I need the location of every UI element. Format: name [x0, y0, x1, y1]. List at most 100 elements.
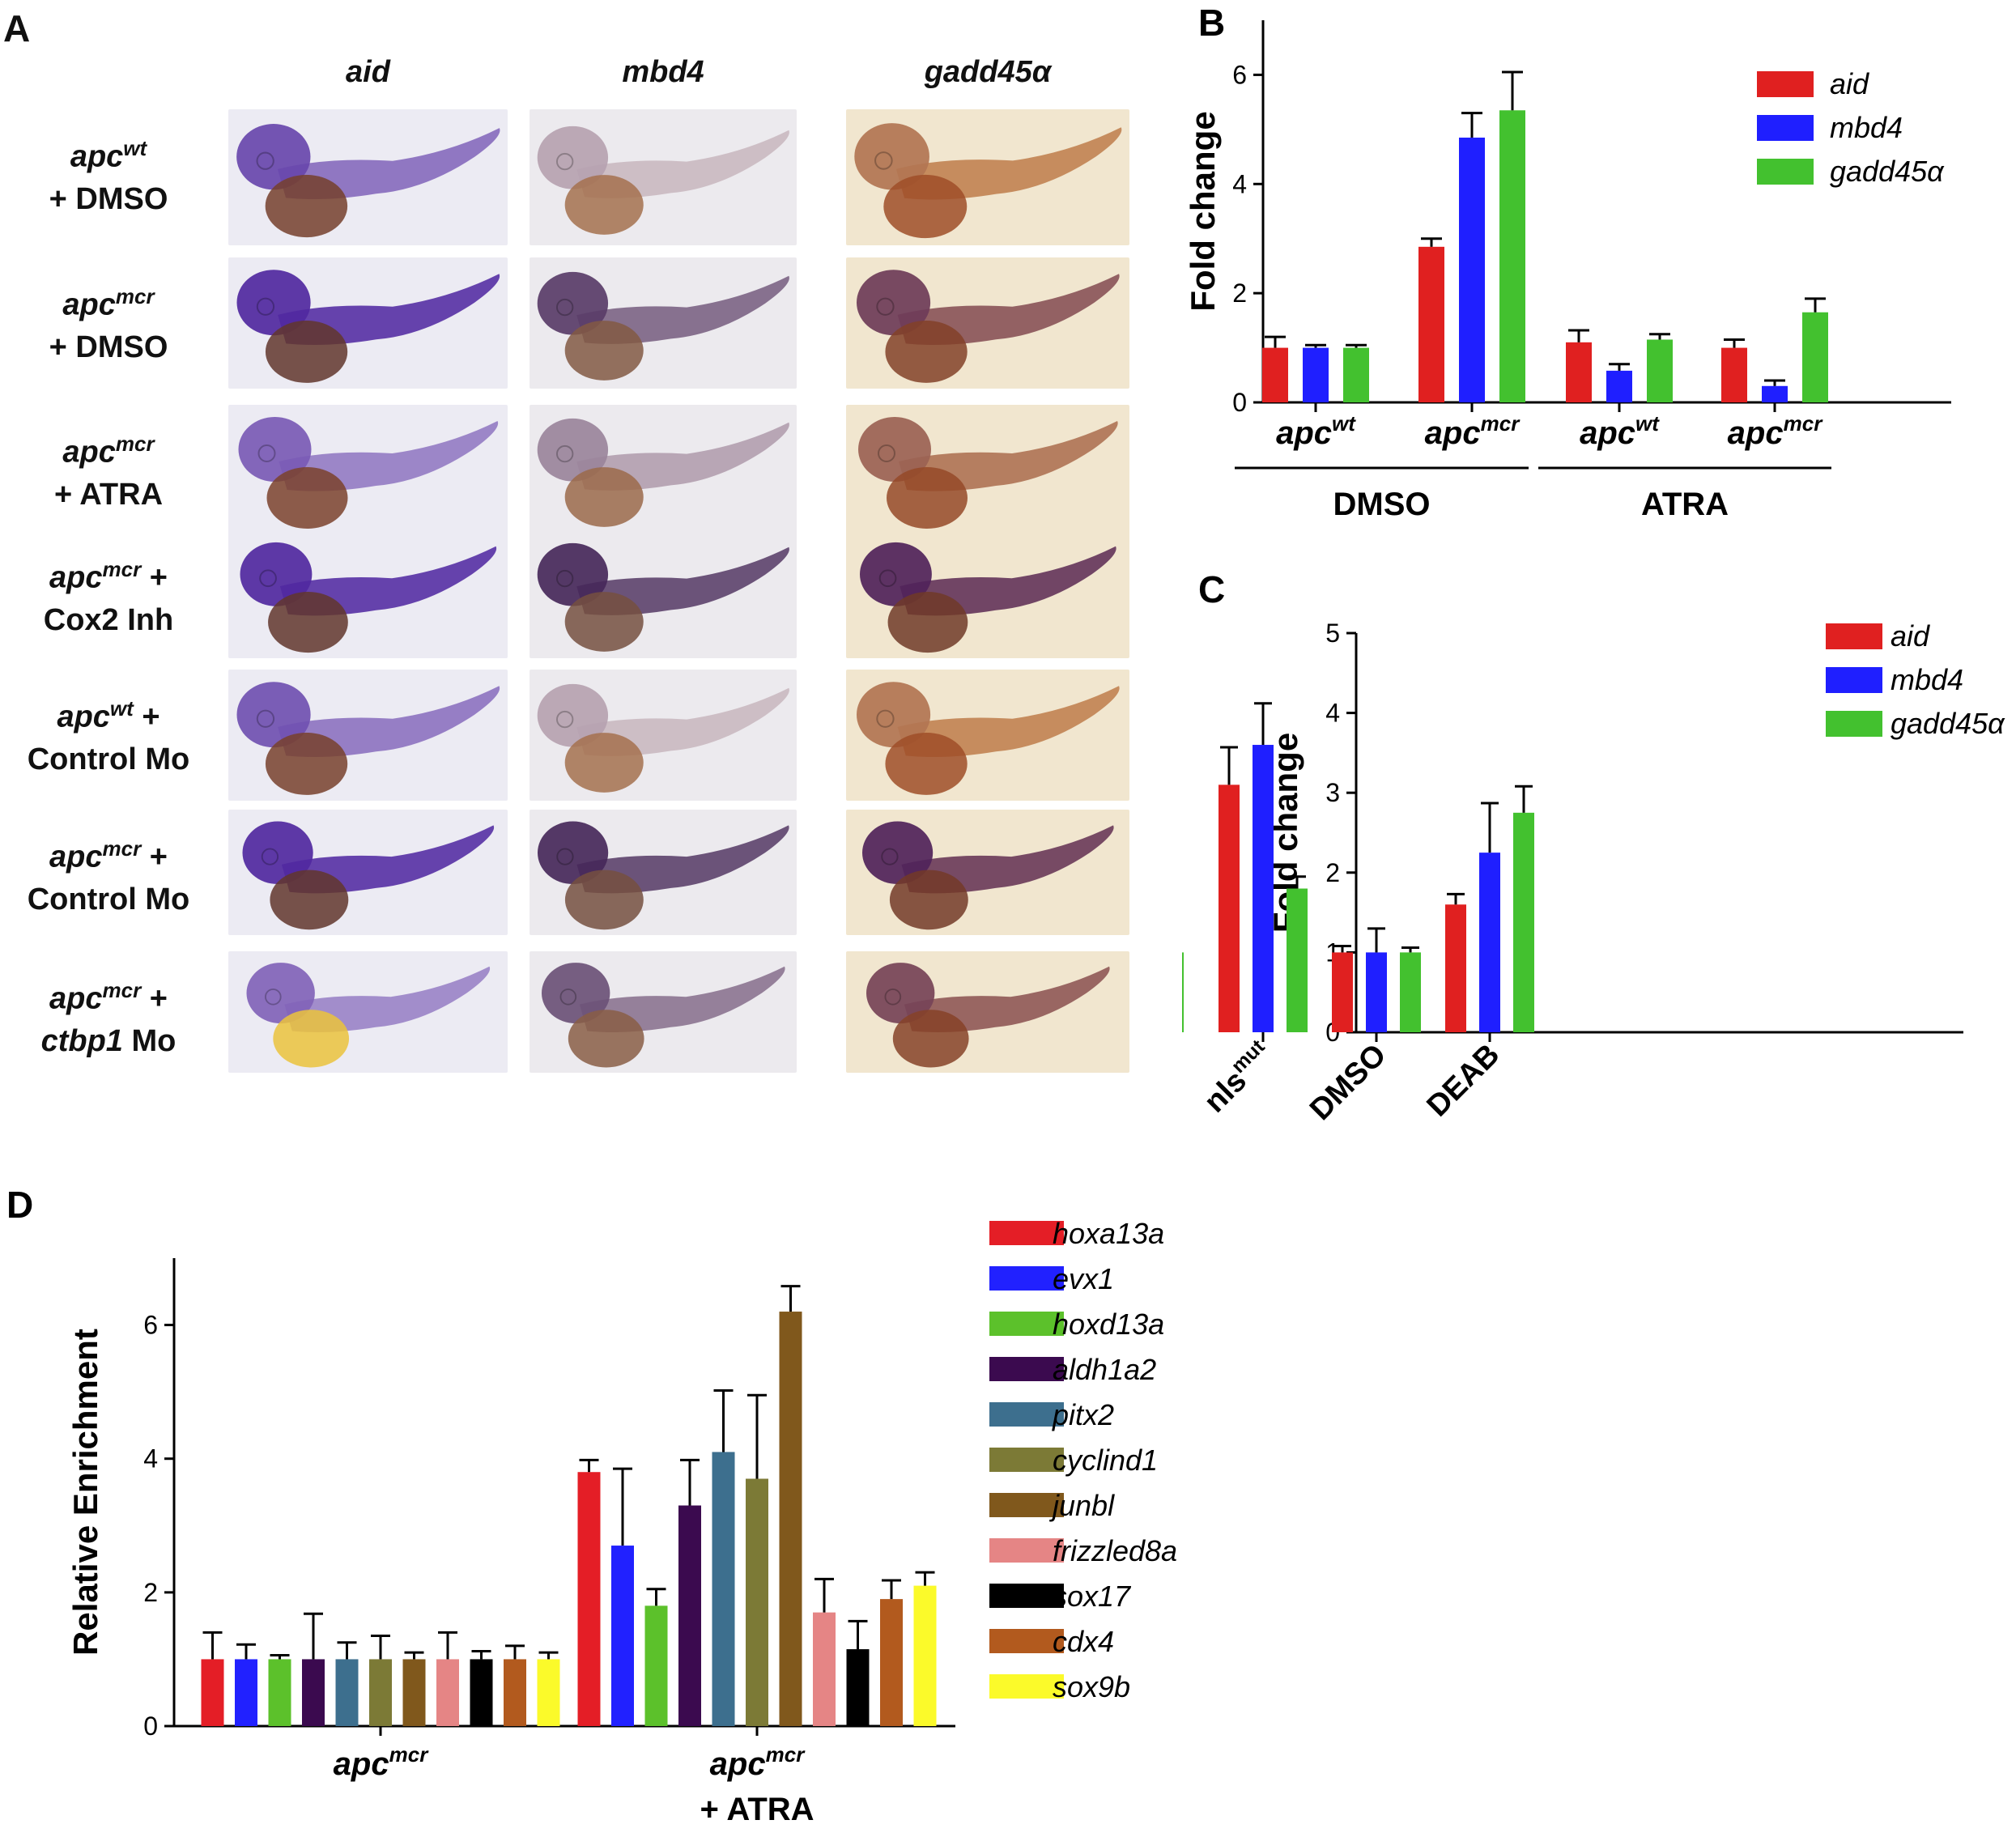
bar-hoxd13a-1	[644, 1605, 668, 1726]
embryo-image	[537, 542, 789, 652]
embryo-photo-r2-c0	[228, 405, 508, 534]
embryo-eye	[556, 444, 574, 463]
embryo-photo-r6-c0	[228, 951, 508, 1073]
y-tick-label: 2	[1325, 858, 1340, 887]
y-tick-label: 4	[1232, 169, 1247, 198]
embryo-eye	[259, 569, 277, 588]
embryo-yolk	[564, 870, 644, 930]
y-tick-label: 2	[143, 1578, 158, 1607]
row-label-2: apcmcr + ATRA	[53, 432, 164, 512]
embryo-head	[862, 821, 934, 885]
embryo-body	[277, 128, 500, 200]
embryo-head	[542, 963, 610, 1024]
embryo-yolk	[883, 174, 968, 239]
legend-swatch-0	[989, 1221, 1064, 1245]
embryo-eye	[876, 297, 895, 316]
embryo-eye	[261, 848, 279, 865]
panel-c-label: C	[1198, 568, 1225, 610]
embryo-photo-r1-c2	[846, 257, 1129, 389]
embryo-image	[242, 821, 495, 930]
bar-junbl-0	[402, 1659, 426, 1726]
embryo-body	[281, 825, 495, 894]
y-axis-title: Fold change	[1184, 111, 1222, 311]
embryo-eye	[556, 710, 574, 729]
group-label-0: DMSO	[1333, 487, 1431, 522]
panel-d-label: D	[6, 1184, 33, 1226]
legend-swatch-2	[1826, 711, 1882, 737]
y-tick-label: 0	[143, 1712, 158, 1741]
embryo-body	[897, 686, 1120, 757]
bar-hoxa13a-0	[201, 1659, 224, 1726]
embryo-photo-r0-c0	[228, 109, 508, 245]
legend-swatch-1	[989, 1266, 1064, 1291]
embryo-photo-r0-c1	[530, 109, 797, 245]
bar-hoxd13a-0	[268, 1659, 291, 1726]
bar-cyclind1-1	[746, 1478, 768, 1726]
x-category-label-3: apcmcr	[1728, 411, 1824, 451]
x-category-label-5: DEAB	[1421, 1038, 1507, 1124]
legend-label-6: junbl	[1048, 1489, 1115, 1522]
embryo-yolk	[887, 592, 968, 653]
embryo-photo-r5-c1	[530, 810, 797, 935]
bar-cyclind1-0	[369, 1659, 392, 1726]
x-category-label-3: nlsmut	[1196, 1035, 1280, 1119]
embryo-body	[900, 546, 1116, 616]
panel-a: A aid mbd4 gadd45α apcwt + DMSO apcmcr + DMSO…	[0, 0, 1182, 1117]
legend-swatch-8	[989, 1584, 1064, 1608]
embryo-photo-r1-c1	[530, 257, 797, 389]
legend-swatch-0	[1826, 623, 1882, 649]
embryo-photo-r5-c0	[228, 810, 508, 935]
embryo-head	[242, 821, 313, 885]
legend-label-0: aid	[1830, 67, 1869, 100]
embryo-image	[238, 417, 499, 529]
bar-frizzled8a-1	[813, 1612, 836, 1726]
y-tick-label: 2	[1232, 279, 1247, 308]
embryo-head	[857, 270, 931, 336]
embryo-head	[538, 821, 609, 885]
legend-swatch-6	[989, 1493, 1064, 1517]
legend-label-1: mbd4	[1830, 111, 1903, 144]
legend-label-4: pitx2	[1052, 1398, 1114, 1431]
embryo-body	[284, 966, 491, 1032]
bar-gadd45-3	[1287, 888, 1308, 1032]
embryo-eye	[881, 848, 899, 865]
legend-swatch-0	[1757, 71, 1814, 97]
embryo-image	[537, 683, 789, 793]
legend-swatch-5	[989, 1448, 1064, 1472]
bar-evx1-1	[611, 1546, 634, 1726]
panel-b-label: B	[1198, 2, 1225, 44]
bar-mbd4-0	[1303, 347, 1329, 402]
embryo-head	[857, 682, 931, 748]
legend-label-9: cdx4	[1053, 1625, 1114, 1658]
group-label-1: ATRA	[1641, 487, 1729, 522]
embryo-eye	[257, 444, 276, 462]
bar-pitx2-1	[712, 1452, 735, 1726]
column-header-1: mbd4	[622, 55, 704, 89]
bar-mbd4-1	[1459, 137, 1485, 402]
row-label-4: apcwt + Control Mo	[27, 696, 190, 776]
legend-label-2: gadd45α	[1830, 155, 1945, 188]
embryo-body	[901, 825, 1114, 894]
embryo-image	[857, 682, 1120, 795]
bar-sox9b-1	[913, 1585, 937, 1726]
embryo-yolk	[889, 870, 968, 930]
y-tick-label: 4	[1325, 699, 1340, 728]
legend-label-2: hoxd13a	[1053, 1308, 1164, 1341]
y-tick-label: 5	[1325, 619, 1340, 648]
embryo-eye	[884, 988, 902, 1006]
legend-label-10: sox9b	[1053, 1670, 1130, 1703]
x-category-label-1: apcmcr	[710, 1742, 806, 1782]
embryo-image	[537, 271, 789, 381]
embryo-head	[854, 123, 929, 190]
legend-label-7: frizzled8a	[1053, 1534, 1177, 1567]
embryo-eye	[876, 709, 895, 728]
bar-mbd4-3	[1762, 385, 1788, 402]
legend-label-0: hoxa13a	[1053, 1217, 1164, 1250]
bar-pitx2-0	[335, 1659, 359, 1726]
bar-aid-1	[1418, 246, 1444, 402]
embryo-body	[897, 274, 1120, 345]
embryo-head	[238, 417, 312, 482]
bar-aid-2	[1566, 342, 1592, 402]
embryo-yolk	[564, 733, 644, 793]
legend-label-3: aldh1a2	[1053, 1353, 1156, 1386]
